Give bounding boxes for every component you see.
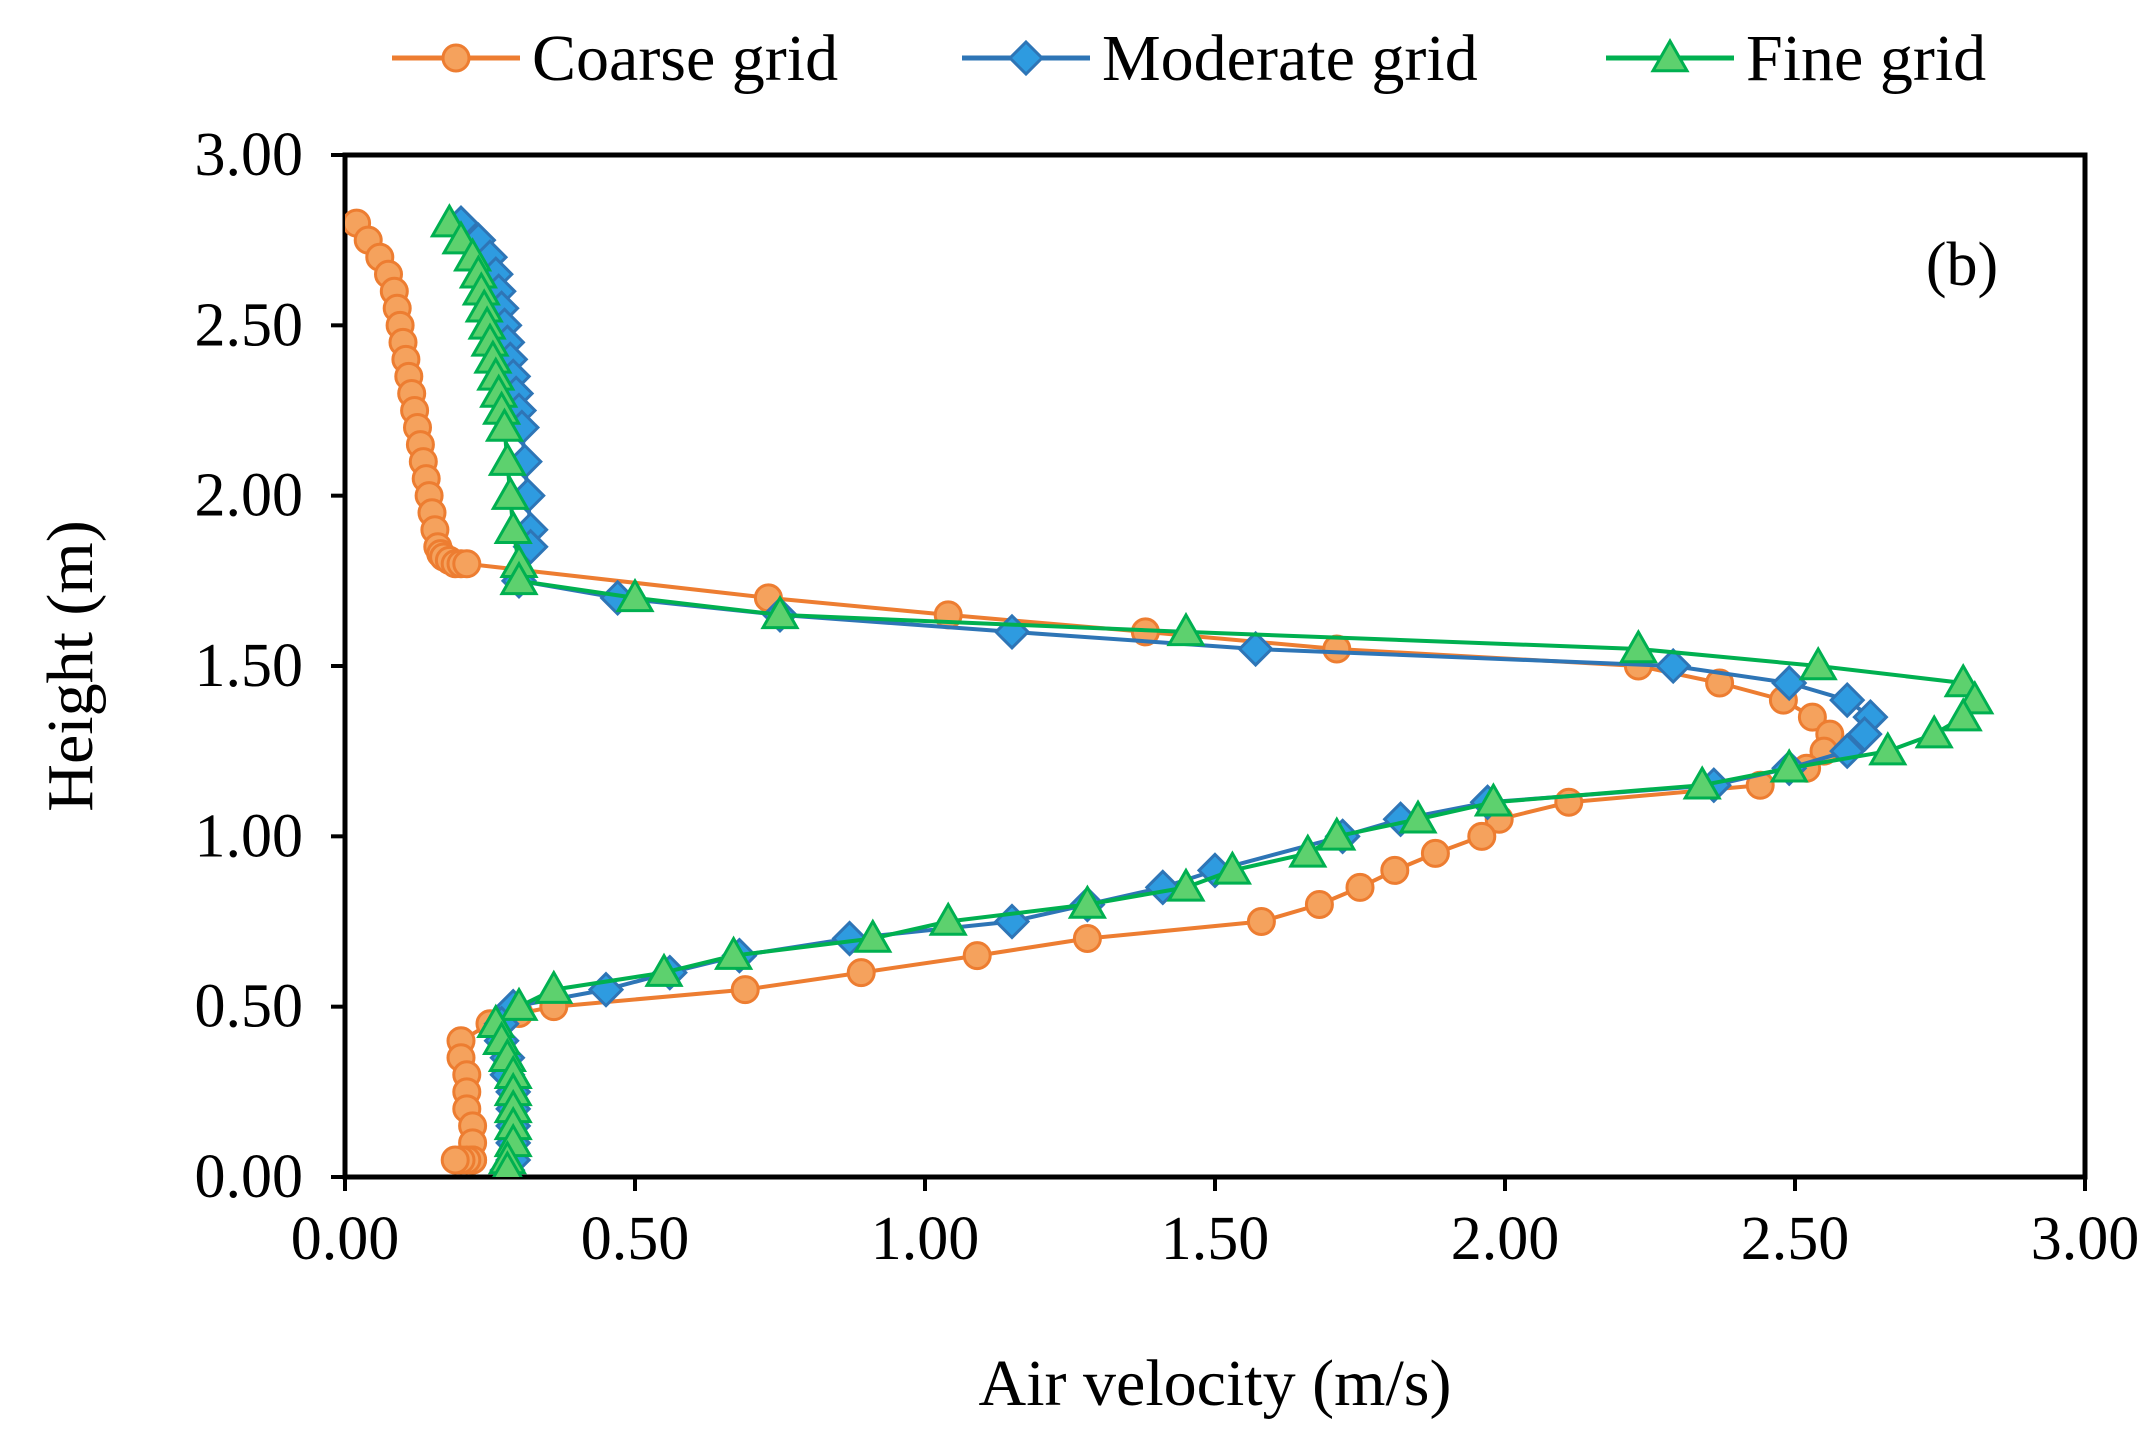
data-point [1798, 645, 1838, 681]
data-point [1166, 867, 1206, 902]
data-point [452, 549, 482, 579]
series-moderate-grid [442, 205, 1889, 1177]
x-tick-label: 0.00 [291, 1205, 400, 1273]
x-tick-label: 1.00 [871, 1205, 980, 1273]
y-axis: 0.00 0.50 1.00 1.50 2.00 2.50 3.00 [195, 121, 345, 1211]
y-tick-label: 2.50 [195, 291, 304, 359]
data-point [1868, 731, 1908, 766]
series-fine-grid [429, 203, 1995, 1177]
data-point [1345, 872, 1375, 902]
y-tick-label: 3.00 [195, 121, 304, 189]
data-point [846, 958, 876, 988]
legend-item-moderate-grid: Moderate grid [962, 22, 1478, 95]
data-point [490, 475, 530, 510]
data-point [644, 952, 684, 987]
data-point [499, 986, 539, 1021]
data-point [1246, 907, 1276, 936]
legend-item-coarse-grid: Coarse grid [392, 22, 838, 95]
y-tick-label: 0.00 [195, 1143, 304, 1211]
panel-label: (b) [1926, 231, 1998, 299]
legend-item-fine-grid: Fine grid [1606, 22, 1986, 95]
data-point [714, 935, 754, 970]
y-tick-label: 1.00 [195, 802, 304, 870]
x-tick-label: 2.00 [1451, 1205, 1560, 1273]
data-point [1067, 884, 1107, 919]
data-point [615, 577, 655, 613]
data-point [1829, 681, 1866, 719]
data-point [1420, 838, 1450, 868]
legend-marker [1650, 37, 1690, 73]
legend-marker [441, 43, 471, 73]
data-point [1072, 924, 1102, 954]
data-point [1288, 833, 1328, 868]
legend-label: Fine grid [1746, 22, 1986, 95]
legend: Coarse grid Moderate grid Fine grid [392, 22, 1986, 95]
y-axis-title: Height (m) [34, 520, 107, 811]
x-tick-label: 1.50 [1161, 1205, 1270, 1273]
y-tick-label: 0.50 [195, 973, 304, 1041]
x-tick-label: 3.00 [2031, 1205, 2140, 1273]
data-point [534, 969, 574, 1004]
data-point [484, 407, 525, 442]
data-point [1914, 714, 1954, 749]
data-point [1769, 748, 1809, 783]
legend-marker [1007, 39, 1045, 77]
data-point [1317, 816, 1357, 851]
x-tick-label: 2.50 [1741, 1205, 1850, 1273]
data-point [1655, 647, 1692, 685]
legend-label: Moderate grid [1102, 22, 1478, 95]
series-coarse-grid [345, 208, 1845, 1175]
data-point [928, 901, 968, 936]
y-tick-label: 1.50 [195, 632, 304, 700]
series-line [447, 221, 1977, 1171]
data-point [1943, 697, 1983, 732]
data-point [853, 918, 893, 953]
data-point [1554, 787, 1584, 817]
data-point [1705, 668, 1735, 698]
data-point [1166, 611, 1206, 647]
data-point [1380, 855, 1410, 885]
data-point [1237, 630, 1274, 668]
data-point [1846, 716, 1883, 753]
data-point [962, 941, 992, 971]
data-point [492, 1150, 523, 1177]
data-point [1398, 799, 1438, 834]
data-point [993, 903, 1031, 940]
data-point [760, 594, 800, 630]
data-point [1618, 628, 1658, 664]
data-point [730, 975, 760, 1005]
data-point [499, 560, 539, 596]
data-point [1797, 702, 1827, 732]
y-tick-label: 2.00 [195, 462, 304, 530]
x-axis-title: Air velocity (m/s) [979, 1347, 1452, 1420]
data-point [487, 441, 527, 476]
data-point [1304, 889, 1334, 919]
legend-label: Coarse grid [532, 22, 838, 95]
data-point [493, 509, 533, 544]
data-point [1682, 765, 1722, 800]
data-point [1467, 821, 1497, 851]
series-line [354, 221, 1832, 1162]
data-point [1473, 782, 1513, 817]
data-point [1212, 850, 1252, 885]
data-point [1771, 664, 1808, 702]
x-axis: 0.00 0.50 1.00 1.50 2.00 2.50 3.00 [291, 1177, 2140, 1273]
data-point [440, 1145, 470, 1175]
series-layer [345, 203, 1995, 1177]
series-line [459, 221, 1873, 1172]
x-tick-label: 0.50 [581, 1205, 690, 1273]
